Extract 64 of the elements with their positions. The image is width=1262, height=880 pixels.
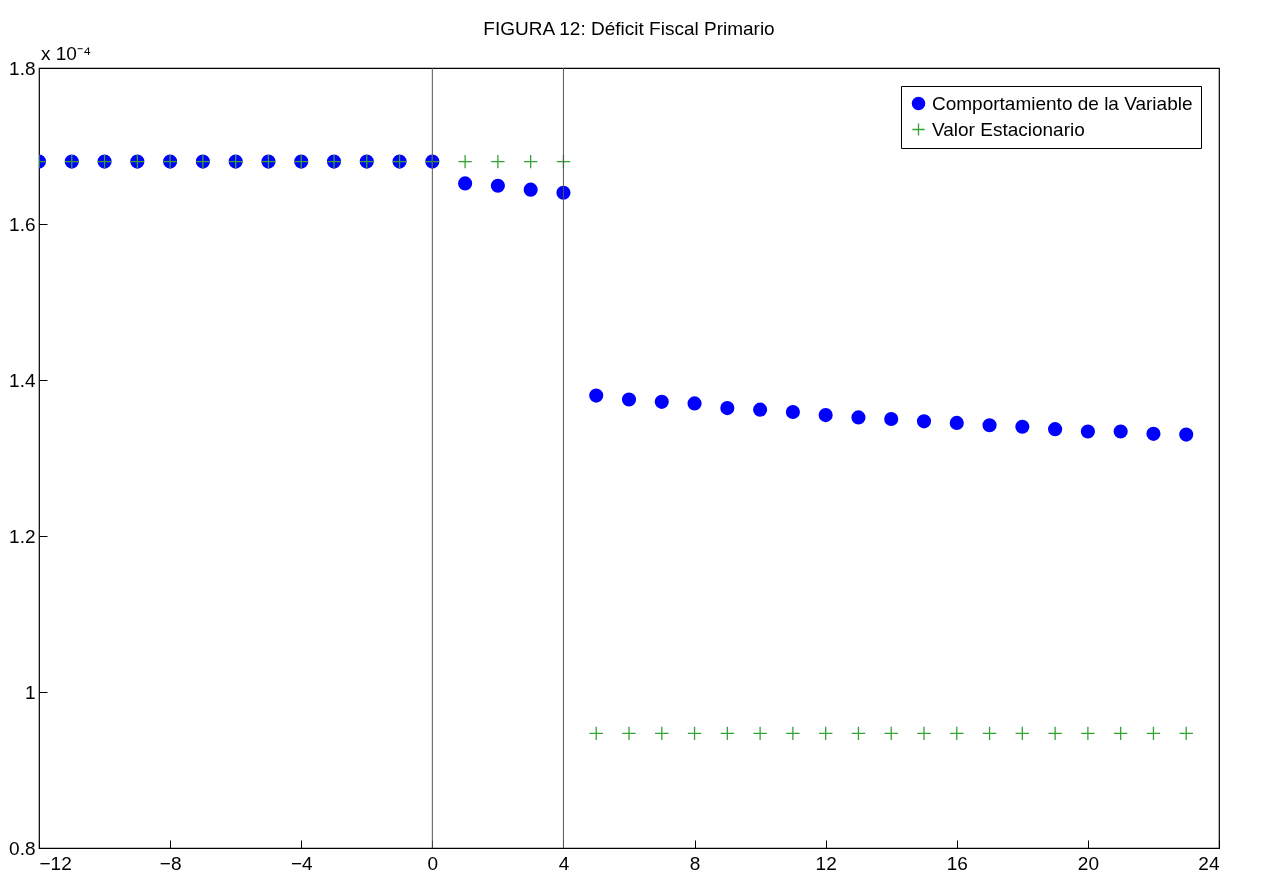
point xyxy=(687,725,702,741)
point xyxy=(1047,725,1063,741)
x-tick-label: 16 xyxy=(946,852,968,874)
y-tick-label: 1.8 xyxy=(9,57,36,79)
point xyxy=(1146,725,1161,741)
point xyxy=(1080,424,1095,439)
point xyxy=(916,725,932,741)
x-tick-label: 24 xyxy=(1198,852,1220,874)
point xyxy=(949,725,965,741)
x-tick-label: −4 xyxy=(290,852,313,874)
point xyxy=(884,411,899,427)
point xyxy=(785,725,801,741)
point xyxy=(490,178,505,193)
chart-title: FIGURA 12: Déficit Fiscal Primario xyxy=(483,18,775,39)
x-tick-label: 12 xyxy=(815,852,837,874)
text: x 10⁻⁴ xyxy=(41,43,92,64)
point xyxy=(720,401,735,416)
y-tick-label: 1.2 xyxy=(9,525,36,547)
point xyxy=(818,725,834,741)
point xyxy=(883,725,899,741)
point xyxy=(785,404,800,420)
legend-label: Valor Estacionario xyxy=(932,118,1085,140)
point xyxy=(621,392,637,407)
point xyxy=(457,154,473,169)
point xyxy=(851,410,866,425)
point xyxy=(982,418,997,433)
legend-label: Comportamiento de la Variable xyxy=(932,92,1193,114)
point xyxy=(490,154,506,169)
x-tick-label: 20 xyxy=(1077,852,1099,874)
point xyxy=(523,182,538,197)
x-tick-label: 8 xyxy=(689,852,701,874)
point xyxy=(949,415,964,430)
x-tick-label: 4 xyxy=(558,852,570,874)
y-tick-label: 1 xyxy=(24,681,36,703)
point xyxy=(752,725,768,741)
point xyxy=(1146,426,1161,441)
point xyxy=(1015,419,1030,434)
point xyxy=(1179,427,1194,442)
point xyxy=(753,402,768,417)
y-tick-label: 1.4 xyxy=(9,369,36,391)
point xyxy=(1113,725,1129,741)
point xyxy=(654,725,670,741)
x-tick-label: −8 xyxy=(159,852,182,874)
point xyxy=(818,408,833,423)
point xyxy=(1014,725,1030,741)
x-tick-label: 0 xyxy=(427,852,439,874)
point xyxy=(621,725,637,741)
point xyxy=(687,396,702,411)
y-tick-label: 1.6 xyxy=(9,213,36,235)
point xyxy=(589,388,604,403)
point xyxy=(588,725,604,741)
point xyxy=(1178,725,1194,741)
y-tick-label: 0.8 xyxy=(9,837,36,859)
point xyxy=(719,725,735,741)
point xyxy=(982,725,997,741)
point xyxy=(458,176,473,191)
point xyxy=(654,394,669,409)
point xyxy=(851,725,866,741)
point xyxy=(916,414,932,429)
point xyxy=(1113,424,1128,439)
point xyxy=(523,154,539,169)
point xyxy=(1080,725,1096,741)
point xyxy=(1048,422,1063,437)
x-tick-label: −12 xyxy=(39,852,72,874)
